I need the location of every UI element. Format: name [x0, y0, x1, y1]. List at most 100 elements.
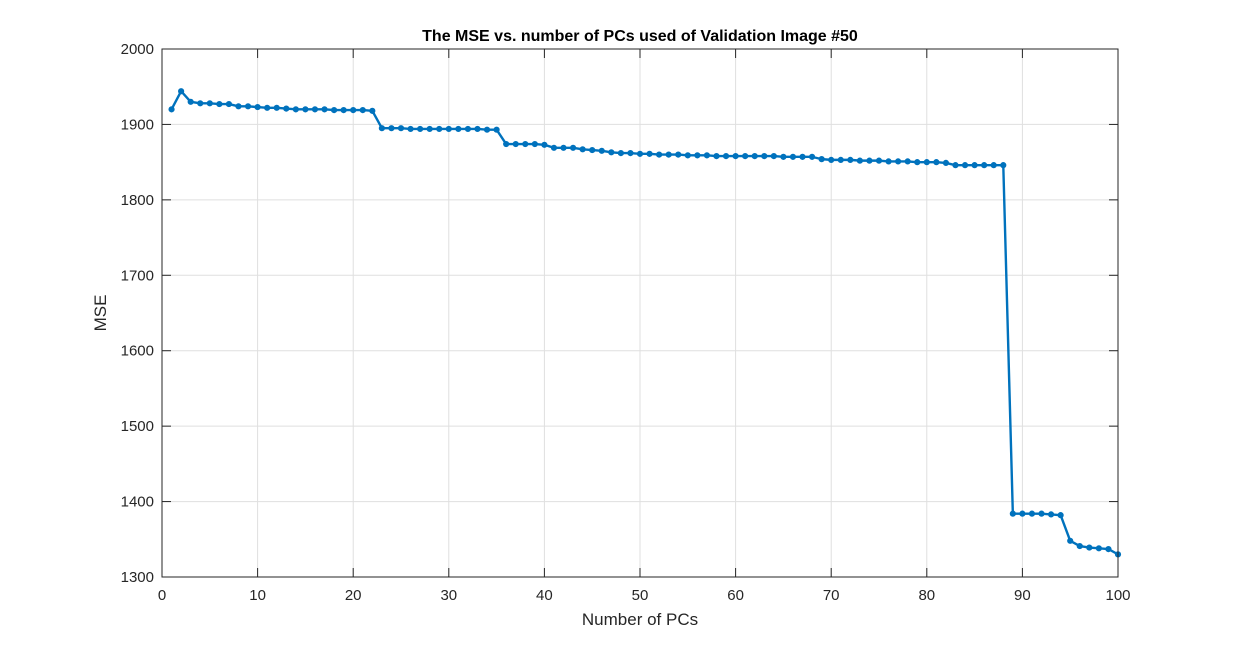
data-point: [761, 153, 768, 160]
data-point: [254, 103, 261, 111]
data-point: [512, 140, 519, 148]
data-point: [445, 125, 452, 133]
data-point: [407, 125, 414, 133]
data-point: [426, 125, 433, 133]
x-tick-label: 80: [918, 587, 935, 604]
data-point: [914, 159, 921, 166]
data-point: [904, 158, 911, 165]
data-point: [1076, 542, 1083, 550]
y-tick-label: 1900: [121, 116, 154, 133]
data-point: [627, 149, 634, 157]
data-point: [216, 100, 223, 108]
data-point: [1086, 544, 1093, 551]
data-point: [837, 156, 844, 163]
data-point: [971, 162, 978, 169]
chart-title: The MSE vs. number of PCs used of Valida…: [422, 28, 858, 45]
x-axis-label: Number of PCs: [582, 610, 698, 629]
data-point: [617, 149, 624, 157]
data-point: [684, 152, 691, 159]
data-point: [483, 126, 491, 133]
data-point: [455, 125, 462, 133]
data-point: [464, 125, 472, 133]
data-point: [206, 100, 213, 107]
data-point: [397, 125, 405, 132]
y-tick-label: 1600: [121, 343, 154, 360]
data-point: [168, 106, 175, 113]
x-tick-label: 20: [345, 587, 362, 604]
data-point: [770, 153, 777, 160]
data-point: [780, 153, 787, 160]
data-point: [560, 144, 567, 151]
data-point: [292, 106, 299, 113]
data-point: [885, 158, 892, 165]
data-point: [990, 162, 997, 169]
data-point: [933, 159, 940, 166]
data-point: [856, 157, 863, 164]
data-point: [235, 103, 242, 110]
data-point: [1105, 545, 1112, 553]
data-point: [895, 158, 902, 165]
data-point: [1047, 511, 1055, 518]
data-point: [197, 100, 204, 107]
data-point: [675, 151, 682, 158]
x-tick-label: 100: [1105, 587, 1130, 604]
plot-frame: [161, 48, 1119, 578]
data-point: [703, 152, 711, 159]
data-point: [665, 151, 672, 158]
y-tick-label: 2000: [121, 41, 154, 58]
data-point: [503, 140, 510, 148]
data-point: [598, 147, 605, 154]
x-tick-label: 40: [536, 587, 553, 604]
series-line: [170, 90, 1119, 556]
data-point: [369, 107, 376, 114]
y-tick-labels: 1300 1400 1500 1600 1700 1800 1900 2000: [121, 41, 154, 586]
data-point: [713, 153, 720, 160]
data-point: [589, 146, 596, 154]
data-point: [875, 157, 883, 164]
data-point: [656, 151, 663, 158]
data-point: [541, 141, 548, 148]
data-point: [244, 103, 252, 110]
data-point: [742, 153, 749, 160]
data-point: [1067, 537, 1074, 544]
data-point: [225, 100, 233, 108]
data-point: [311, 106, 319, 113]
data-point: [359, 106, 366, 114]
y-tick-label: 1400: [121, 494, 154, 511]
data-point: [436, 125, 443, 133]
y-tick-label: 1800: [121, 192, 154, 209]
data-point: [1009, 510, 1016, 517]
data-point: [283, 105, 290, 112]
data-point: [646, 150, 653, 157]
data-point: [1095, 545, 1102, 552]
data-point: [187, 98, 194, 105]
data-point: [818, 156, 825, 163]
data-point: [550, 144, 558, 151]
y-tick-label: 1300: [121, 569, 154, 586]
data-point: [1028, 510, 1036, 517]
data-point: [302, 106, 309, 113]
grid: [162, 49, 1118, 577]
data-point: [694, 152, 701, 159]
data-point: [923, 159, 930, 166]
data-point: [799, 153, 806, 160]
data-point: [789, 153, 797, 160]
data-point: [493, 126, 500, 133]
data-point: [388, 125, 395, 132]
y-axis-label: MSE: [91, 295, 110, 332]
data-point: [350, 106, 357, 114]
data-point: [273, 104, 280, 111]
y-tick-label: 1500: [121, 418, 154, 435]
x-tick-label: 60: [727, 587, 744, 604]
data-point: [569, 144, 577, 151]
data-point: [340, 106, 347, 114]
x-tick-label: 50: [632, 587, 649, 604]
data-point: [828, 156, 835, 163]
data-point: [531, 140, 538, 148]
x-tick-label: 10: [249, 587, 266, 604]
data-point: [961, 162, 969, 169]
data-point: [321, 106, 328, 113]
series-layer: [168, 88, 1122, 558]
data-point: [1057, 512, 1064, 519]
